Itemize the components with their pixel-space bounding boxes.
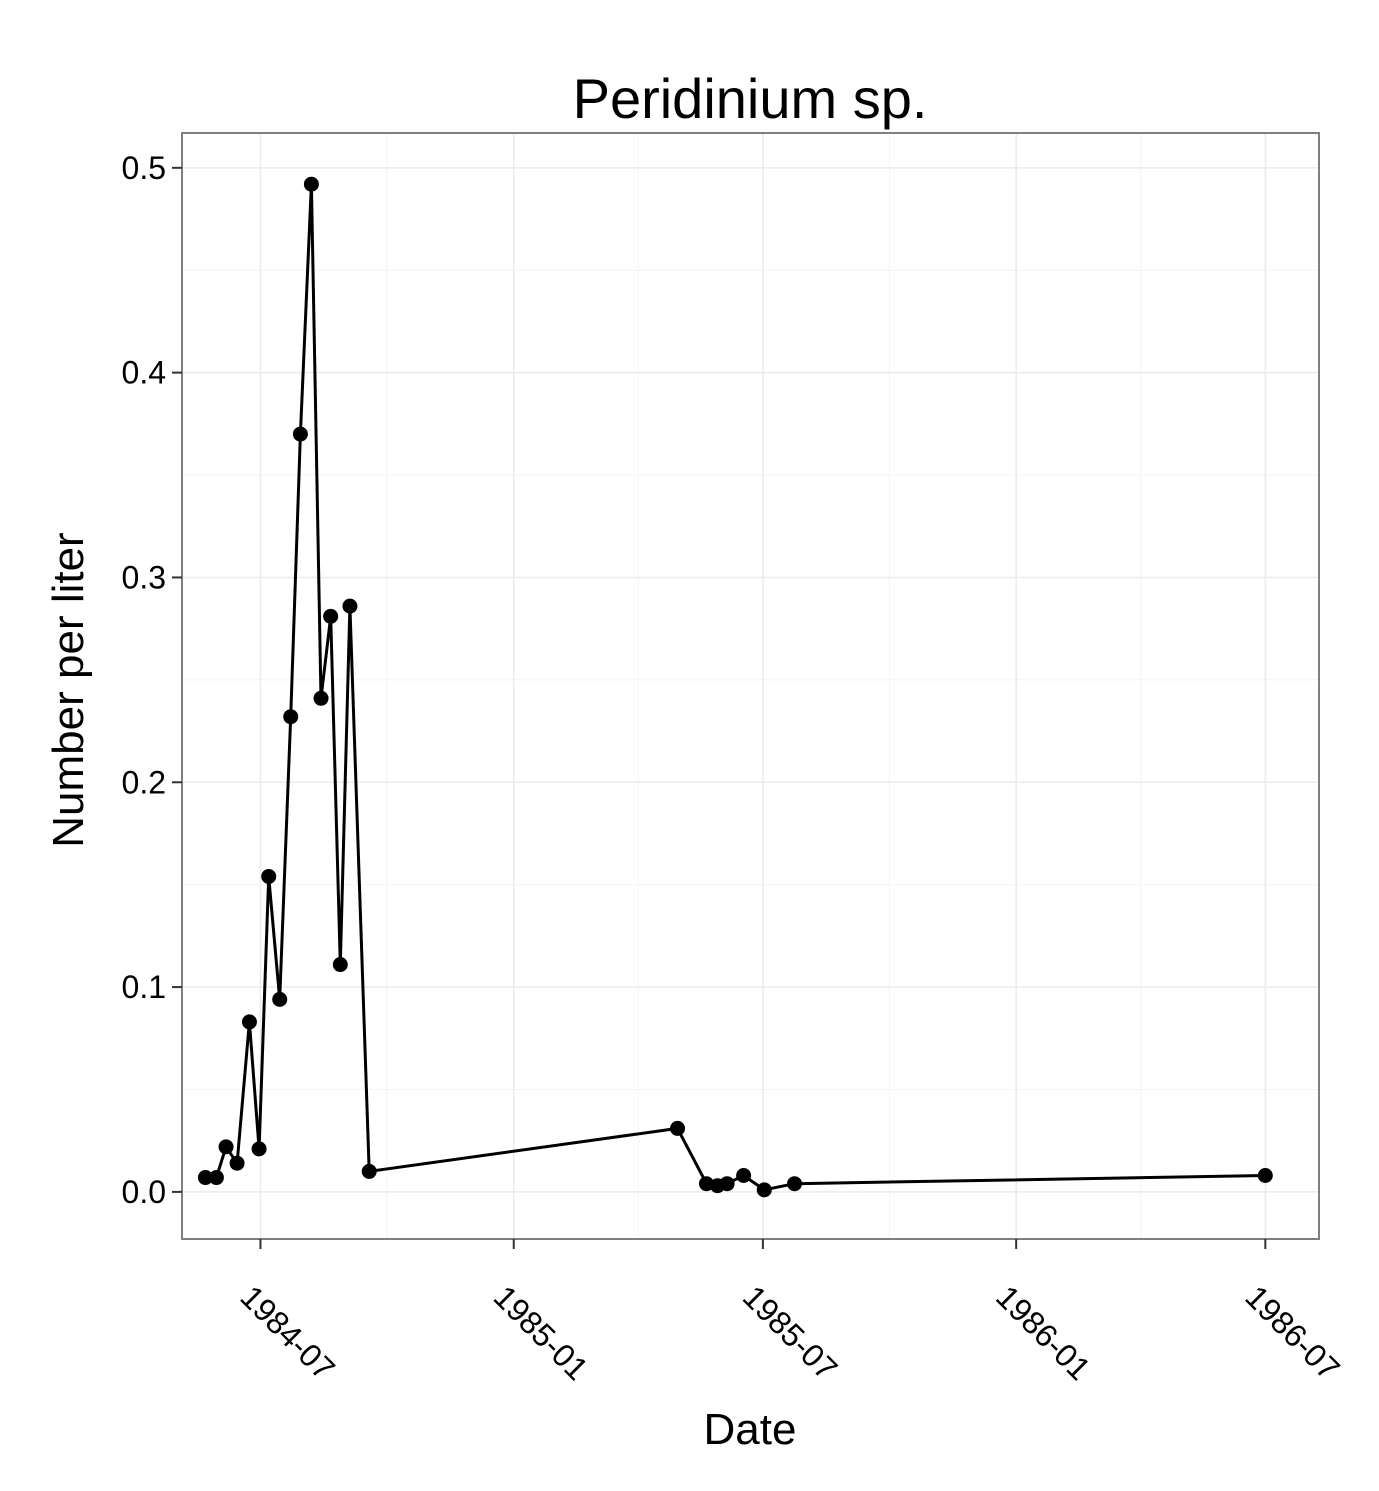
x-axis: 1984-07 1985-01 1985-07 1986-01 1986-07	[234, 1239, 1347, 1387]
data-point	[218, 1139, 234, 1155]
data-point	[261, 868, 277, 884]
y-tick-label: 0.5	[122, 150, 166, 186]
data-point	[342, 598, 358, 614]
data-points-layer	[197, 176, 1273, 1198]
data-point	[332, 957, 348, 973]
data-point	[736, 1168, 752, 1184]
x-tick-label: 1985-07	[736, 1278, 844, 1386]
data-point	[719, 1176, 735, 1192]
grid-major	[182, 133, 1319, 1239]
plot-panel	[182, 133, 1319, 1239]
plot-border	[181, 132, 1320, 1240]
data-point	[313, 690, 329, 706]
data-point	[272, 991, 288, 1007]
data-point	[241, 1014, 257, 1030]
data-point	[251, 1141, 267, 1157]
x-axis-title: Date	[704, 1405, 797, 1454]
data-point	[292, 426, 308, 442]
y-tick-label: 0.2	[122, 764, 166, 800]
y-tick-label: 0.3	[122, 559, 166, 595]
y-tick-label: 0.0	[122, 1174, 166, 1210]
x-tick-label: 1986-07	[1238, 1278, 1346, 1386]
data-point	[197, 1170, 213, 1186]
y-axis: 0.0 0.1 0.2 0.3 0.4 0.5	[122, 150, 182, 1210]
data-point	[756, 1182, 772, 1198]
y-axis-title: Number per liter	[44, 532, 93, 847]
x-tick-label: 1986-01	[989, 1278, 1097, 1386]
x-tick-label: 1985-01	[487, 1278, 595, 1386]
data-point	[208, 1170, 224, 1186]
grid-minor	[182, 133, 1319, 1239]
y-tick-label: 0.1	[122, 969, 166, 1005]
data-point	[323, 608, 339, 624]
data-point	[283, 709, 299, 725]
data-point	[1257, 1168, 1273, 1184]
chart-title: Peridinium sp.	[573, 67, 928, 130]
x-tick-label: 1984-07	[234, 1278, 342, 1386]
data-point	[229, 1155, 245, 1171]
y-tick-label: 0.4	[122, 355, 166, 391]
data-point	[303, 176, 319, 192]
data-point	[787, 1176, 803, 1192]
data-point	[670, 1120, 686, 1136]
data-point	[361, 1163, 377, 1179]
